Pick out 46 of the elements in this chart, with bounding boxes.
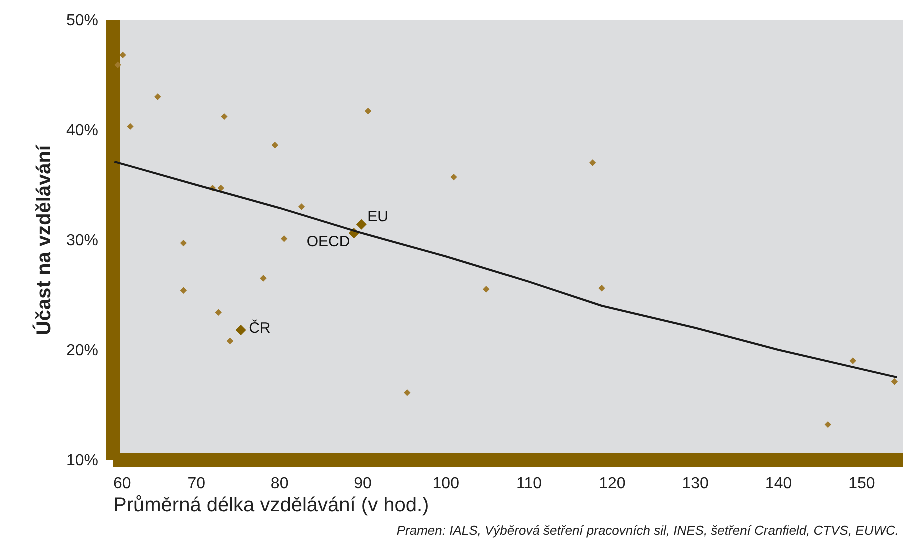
point <box>404 390 411 396</box>
x-tick-label: 70 <box>188 476 206 492</box>
x-axis-title: Průměrná délka vzdělávání (v hod.) <box>114 494 430 516</box>
point <box>450 174 458 181</box>
point <box>215 309 222 316</box>
y-tick-label: 20% <box>66 342 98 360</box>
point <box>891 378 898 386</box>
point <box>180 240 188 247</box>
x-tick-label: 150 <box>848 476 876 492</box>
point <box>824 421 832 428</box>
point <box>589 160 596 166</box>
y-tick-label: 30% <box>66 232 98 250</box>
y-axis-title: Účast na vzdělávání <box>32 144 56 336</box>
y-tick-label: 50% <box>66 12 98 30</box>
text: Pramen: IALS, Výběrová šetření pracovních sil, INES, šetření Cranfield, CTVS, EUWC. <box>396 523 899 538</box>
point <box>221 113 228 120</box>
x-tick-label: 140 <box>765 476 792 492</box>
point <box>236 324 246 336</box>
x-tick-label: 90 <box>354 476 372 492</box>
point <box>298 204 306 210</box>
x-tick-label: 120 <box>599 476 626 492</box>
point <box>154 94 162 100</box>
annotation: OECD <box>306 233 350 250</box>
point <box>356 219 367 230</box>
point <box>226 338 234 345</box>
y-tick-label: 40% <box>66 122 98 140</box>
point <box>364 108 372 115</box>
point <box>280 236 288 242</box>
point <box>260 275 267 282</box>
y-tick-label: 10% <box>66 452 98 470</box>
point <box>850 358 856 364</box>
point <box>114 62 122 68</box>
annotation: ČR <box>249 319 271 338</box>
point <box>218 184 224 192</box>
point <box>598 285 606 292</box>
x-tick-label: 110 <box>516 476 542 492</box>
x-tick-label: 80 <box>270 476 289 492</box>
annotation: EU <box>368 208 388 226</box>
point <box>272 142 279 149</box>
point <box>483 286 490 293</box>
x-tick-label: 100 <box>432 476 460 492</box>
x-tick-label: 130 <box>682 476 710 492</box>
x-tick-label: 60 <box>114 476 132 492</box>
point <box>120 52 126 59</box>
point <box>180 287 188 294</box>
point <box>127 123 134 130</box>
